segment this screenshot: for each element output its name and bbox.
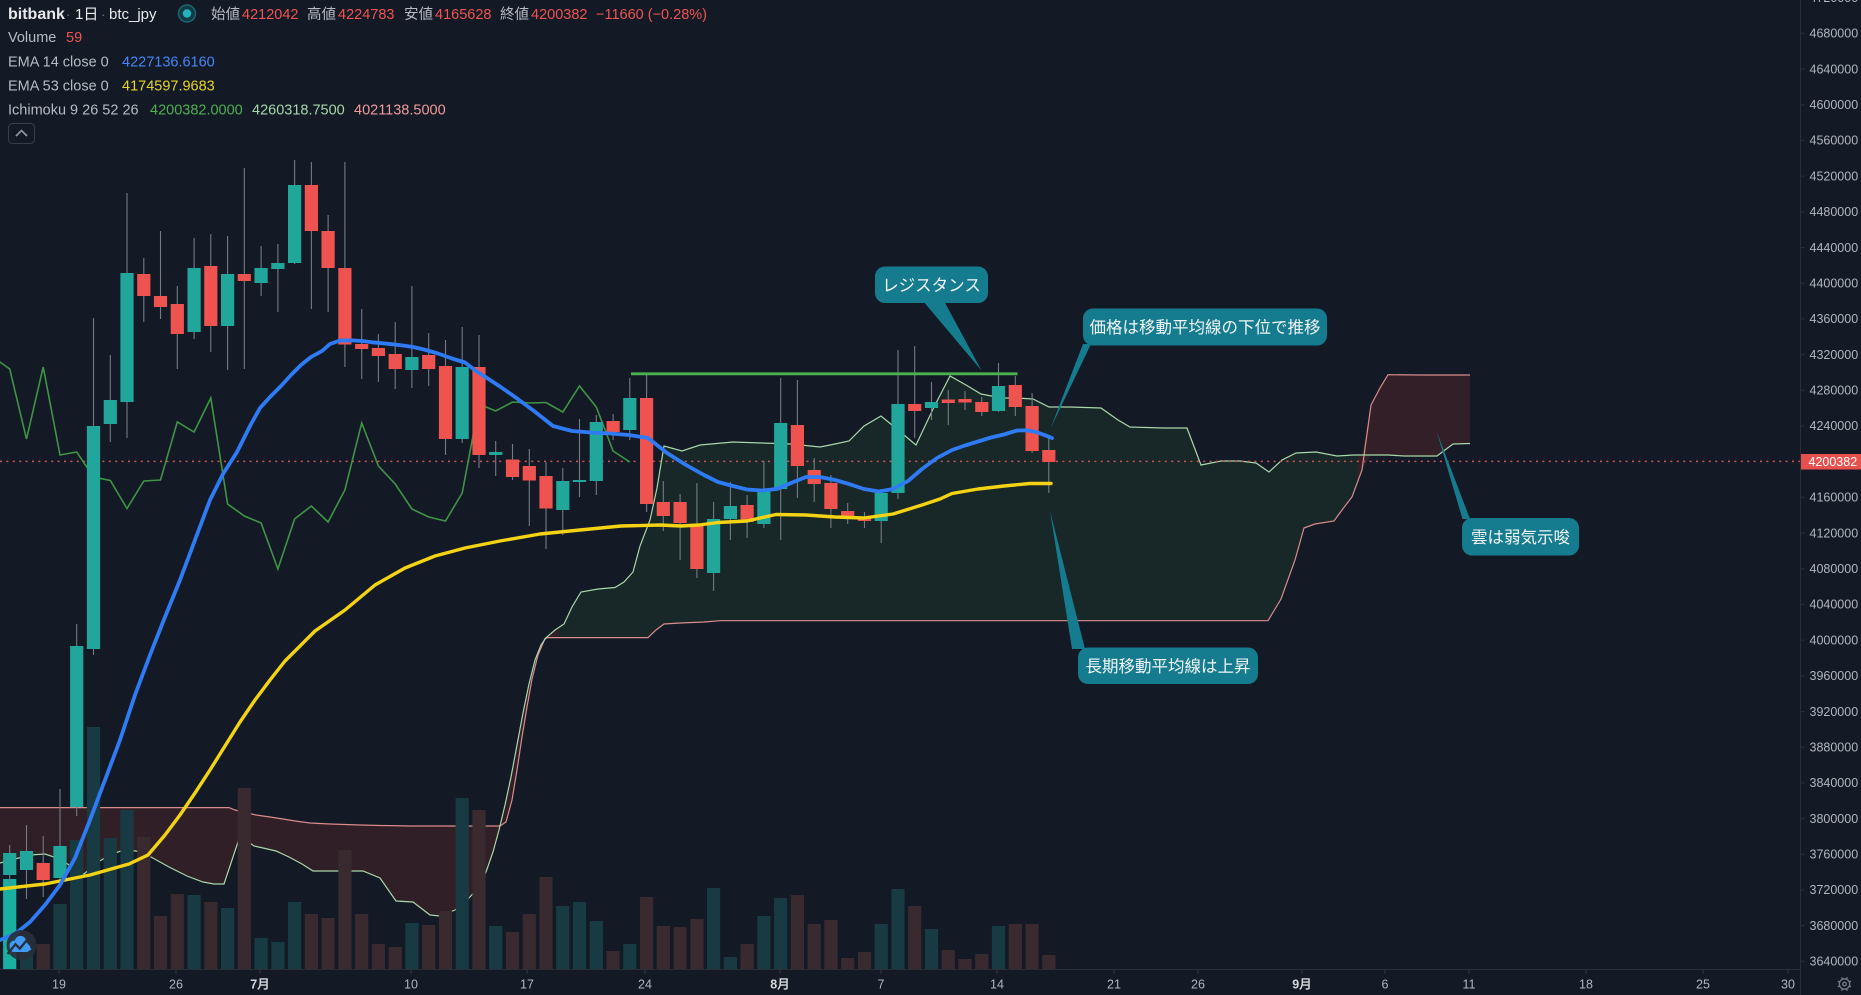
- svg-text:4200382: 4200382: [531, 7, 587, 23]
- svg-text:4160000: 4160000: [1810, 491, 1859, 505]
- svg-text:3840000: 3840000: [1810, 776, 1859, 790]
- svg-text:21: 21: [1107, 978, 1121, 992]
- svg-text:4600000: 4600000: [1810, 98, 1859, 112]
- svg-text:4520000: 4520000: [1810, 169, 1859, 183]
- svg-text:始値: 始値: [211, 6, 240, 23]
- svg-text:3920000: 3920000: [1810, 705, 1859, 719]
- svg-text:4280000: 4280000: [1810, 384, 1859, 398]
- svg-text:3960000: 3960000: [1810, 669, 1859, 683]
- svg-text:4560000: 4560000: [1810, 134, 1859, 148]
- svg-text:59: 59: [66, 30, 82, 46]
- svg-text:終値: 終値: [500, 6, 529, 23]
- svg-text:4224783: 4224783: [338, 7, 394, 23]
- svg-text:30: 30: [1781, 978, 1795, 992]
- svg-text:17: 17: [520, 978, 534, 992]
- svg-text:4200382: 4200382: [1809, 455, 1858, 469]
- svg-text:価格は移動平均線の下位で推移: 価格は移動平均線の下位で推移: [1090, 318, 1321, 337]
- svg-text:Volume: Volume: [8, 30, 56, 46]
- svg-text:4040000: 4040000: [1810, 598, 1859, 612]
- svg-text:26: 26: [169, 978, 183, 992]
- svg-text:EMA 14 close 0: EMA 14 close 0: [8, 55, 109, 71]
- svg-text:8月: 8月: [770, 978, 789, 992]
- svg-text:3720000: 3720000: [1810, 883, 1859, 897]
- svg-text:3800000: 3800000: [1810, 812, 1859, 826]
- svg-text:Ichimoku 9 26 52 26: Ichimoku 9 26 52 26: [8, 103, 139, 119]
- svg-text:4480000: 4480000: [1810, 205, 1859, 219]
- svg-text:4260318.7500: 4260318.7500: [252, 103, 345, 119]
- svg-text:4165628: 4165628: [435, 7, 491, 23]
- svg-text:·: ·: [66, 7, 70, 22]
- svg-text:高値: 高値: [307, 6, 336, 23]
- svg-text:安値: 安値: [404, 6, 433, 23]
- svg-text:bitbank: bitbank: [8, 6, 65, 23]
- svg-text:6: 6: [1382, 978, 1389, 992]
- svg-text:EMA 53 close 0: EMA 53 close 0: [8, 79, 109, 95]
- svg-text:4174597.9683: 4174597.9683: [122, 79, 215, 95]
- svg-text:4021138.5000: 4021138.5000: [354, 103, 446, 119]
- svg-text:3640000: 3640000: [1810, 955, 1859, 969]
- svg-text:7: 7: [878, 978, 885, 992]
- svg-text:9月: 9月: [1292, 978, 1311, 992]
- svg-text:レジスタンス: レジスタンス: [882, 276, 981, 295]
- svg-text:4120000: 4120000: [1810, 526, 1859, 540]
- svg-text:4640000: 4640000: [1810, 62, 1859, 76]
- svg-text:26: 26: [1191, 978, 1205, 992]
- svg-text:4720000: 4720000: [1810, 0, 1859, 5]
- svg-text:4320000: 4320000: [1810, 348, 1859, 362]
- svg-text:3760000: 3760000: [1810, 848, 1859, 862]
- svg-text:−11660 (−0.28%): −11660 (−0.28%): [596, 7, 707, 23]
- svg-text:長期移動平均線は上昇: 長期移動平均線は上昇: [1086, 657, 1251, 676]
- svg-text:btc_jpy: btc_jpy: [109, 6, 157, 23]
- svg-text:3880000: 3880000: [1810, 740, 1859, 754]
- svg-text:4240000: 4240000: [1810, 419, 1859, 433]
- svg-text:19: 19: [52, 978, 66, 992]
- svg-text:4080000: 4080000: [1810, 562, 1859, 576]
- svg-text:4440000: 4440000: [1810, 241, 1859, 255]
- svg-text:25: 25: [1696, 978, 1710, 992]
- svg-text:雲は弱気示唆: 雲は弱気示唆: [1471, 528, 1570, 547]
- svg-text:4227136.6160: 4227136.6160: [122, 55, 215, 71]
- svg-text:11: 11: [1463, 978, 1476, 992]
- svg-text:14: 14: [990, 978, 1004, 992]
- svg-text:4360000: 4360000: [1810, 312, 1859, 326]
- svg-text:4200382.0000: 4200382.0000: [150, 103, 243, 119]
- svg-text:18: 18: [1579, 978, 1593, 992]
- svg-text:4680000: 4680000: [1810, 27, 1859, 41]
- svg-text:4000000: 4000000: [1810, 633, 1859, 647]
- svg-text:1日: 1日: [75, 6, 98, 23]
- svg-text:·: ·: [101, 7, 105, 22]
- svg-text:4212042: 4212042: [242, 7, 298, 23]
- svg-text:4400000: 4400000: [1810, 276, 1859, 290]
- svg-text:3680000: 3680000: [1810, 919, 1859, 933]
- svg-text:7月: 7月: [250, 978, 269, 992]
- svg-text:10: 10: [404, 978, 418, 992]
- svg-text:24: 24: [638, 978, 652, 992]
